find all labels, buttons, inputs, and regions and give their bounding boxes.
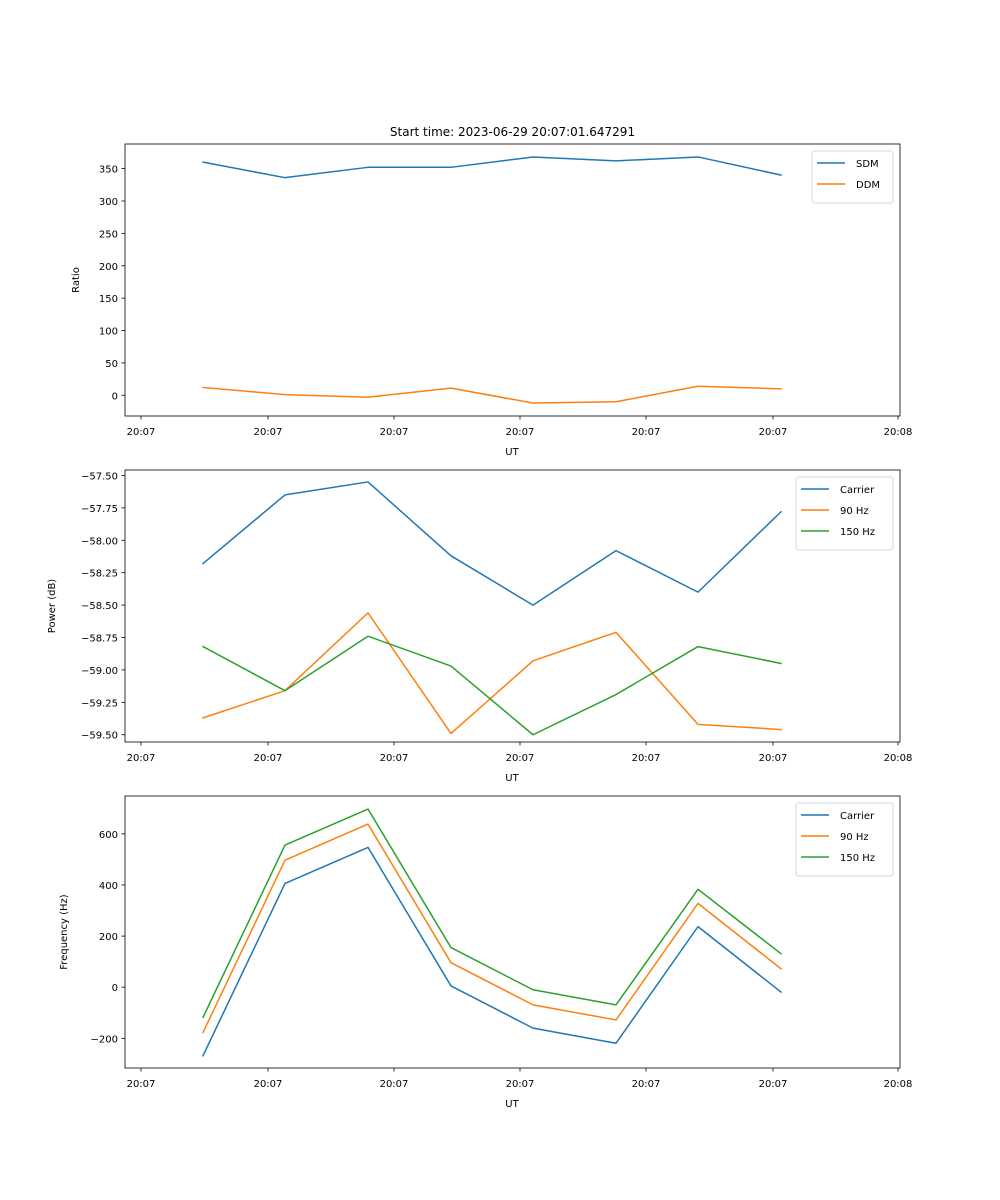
y-tick-label: 100 bbox=[99, 327, 118, 338]
x-tick-label: 20:07 bbox=[254, 1079, 283, 1090]
x-tick-label: 20:07 bbox=[632, 1079, 661, 1090]
x-tick-label: 20:08 bbox=[884, 427, 913, 438]
y-tick-label: −59.25 bbox=[81, 698, 118, 709]
legend-entry: DDM bbox=[856, 180, 880, 191]
legend-entry: 90 Hz bbox=[840, 832, 869, 843]
x-tick-label: 20:07 bbox=[759, 427, 788, 438]
frequency-panel: 20:07 20:07 20:07 20:07 20:07 20:07 20:08 −200 0… bbox=[59, 795, 913, 1110]
legend-entry: Carrier bbox=[840, 811, 875, 822]
y-tick-label: 0 bbox=[112, 391, 118, 402]
x-tick-label: 20:08 bbox=[884, 753, 913, 764]
y-tick-label: −57.50 bbox=[81, 471, 118, 482]
x-axis-label: UT bbox=[505, 447, 519, 458]
y-tick-label: 50 bbox=[105, 359, 118, 370]
y-tick-label: 250 bbox=[99, 229, 118, 240]
series-line-sdm bbox=[202, 156, 782, 179]
x-tick-label: 20:07 bbox=[632, 427, 661, 438]
y-tick-label: −200 bbox=[91, 1034, 118, 1045]
y-tick-label: 200 bbox=[99, 932, 118, 943]
x-tick-label: 20:07 bbox=[506, 427, 535, 438]
x-tick-label: 20:07 bbox=[506, 1079, 535, 1090]
x-axis-label: UT bbox=[505, 773, 519, 784]
y-axis-label: Frequency (Hz) bbox=[59, 894, 70, 970]
ratio-panel: 20:07 20:07 20:07 20:07 20:07 20:07 20:08 0 50 10… bbox=[71, 143, 913, 458]
x-axis-label: UT bbox=[505, 1099, 519, 1110]
y-tick-label: −59.00 bbox=[81, 666, 118, 677]
figure-title: Start time: 2023-06-29 20:07:01.647291 bbox=[390, 125, 635, 139]
y-tick-label: 150 bbox=[99, 294, 118, 305]
axes-frame bbox=[124, 795, 901, 1069]
x-tick-label: 20:07 bbox=[380, 753, 409, 764]
y-axis-label: Power (dB) bbox=[47, 579, 58, 634]
series-line-ddm bbox=[202, 385, 782, 404]
series-line-carrier bbox=[202, 846, 783, 1057]
legend-entry: Carrier bbox=[840, 485, 875, 496]
power-panel: 20:07 20:07 20:07 20:07 20:07 20:07 20:08 −57.5… bbox=[47, 469, 913, 784]
series-line-90-hz bbox=[202, 612, 782, 735]
x-tick-label: 20:08 bbox=[884, 1079, 913, 1090]
y-axis-label: Ratio bbox=[71, 267, 82, 293]
series-line-150-hz bbox=[202, 808, 783, 1019]
x-tick-label: 20:07 bbox=[254, 753, 283, 764]
x-tick-label: 20:07 bbox=[127, 753, 156, 764]
x-tick-label: 20:07 bbox=[127, 427, 156, 438]
legend bbox=[811, 150, 894, 204]
x-tick-label: 20:07 bbox=[759, 753, 788, 764]
x-tick-label: 20:07 bbox=[127, 1079, 156, 1090]
x-tick-label: 20:07 bbox=[506, 753, 535, 764]
y-tick-label: 200 bbox=[99, 262, 118, 273]
x-tick-label: 20:07 bbox=[759, 1079, 788, 1090]
x-tick-label: 20:07 bbox=[380, 427, 409, 438]
legend-entry: 150 Hz bbox=[840, 853, 875, 864]
y-tick-label: 350 bbox=[99, 165, 118, 176]
axes-frame bbox=[124, 143, 901, 417]
y-tick-label: −58.50 bbox=[81, 601, 118, 612]
legend-entry: 150 Hz bbox=[840, 527, 875, 538]
x-tick-label: 20:07 bbox=[254, 427, 283, 438]
y-tick-label: −57.75 bbox=[81, 504, 118, 515]
y-tick-label: −58.25 bbox=[81, 569, 118, 580]
legend-entry: SDM bbox=[856, 159, 879, 170]
y-tick-label: −59.50 bbox=[81, 731, 118, 742]
series-line-150-hz bbox=[201, 635, 782, 736]
y-tick-label: 0 bbox=[112, 983, 118, 994]
series-line-90-hz bbox=[202, 823, 783, 1034]
legend-entry: 90 Hz bbox=[840, 506, 869, 517]
y-tick-label: −58.00 bbox=[81, 536, 118, 547]
y-tick-label: 300 bbox=[99, 197, 118, 208]
y-tick-label: 400 bbox=[99, 881, 118, 892]
series-line-carrier bbox=[201, 481, 783, 606]
y-tick-label: 600 bbox=[99, 830, 118, 841]
y-tick-label: −58.75 bbox=[81, 634, 118, 645]
x-tick-label: 20:07 bbox=[632, 753, 661, 764]
x-tick-label: 20:07 bbox=[380, 1079, 409, 1090]
axes-frame bbox=[124, 469, 901, 743]
